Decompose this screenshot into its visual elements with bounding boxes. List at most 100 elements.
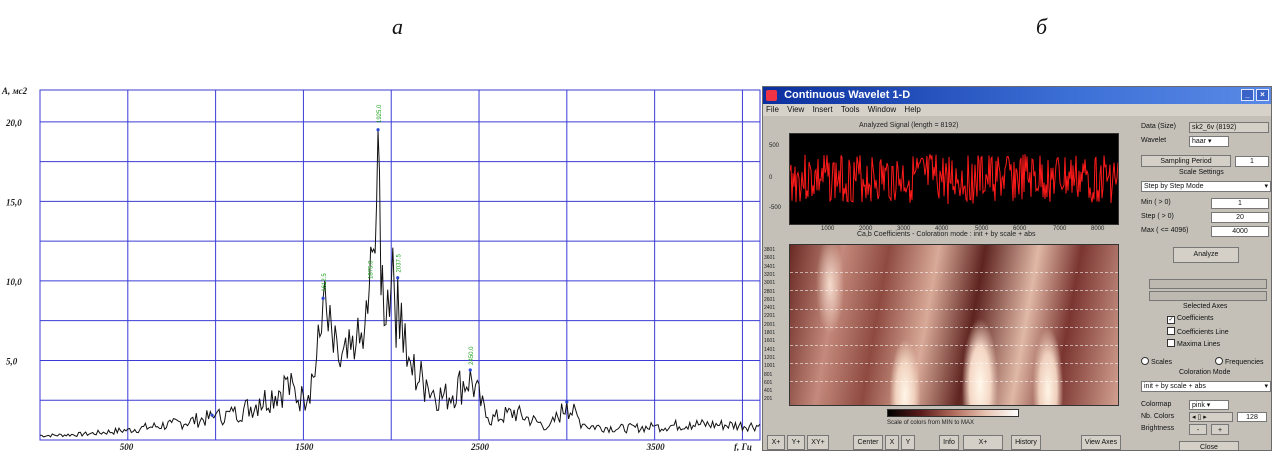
signal-xtick: 3000 xyxy=(897,226,911,232)
caption-b: б xyxy=(1036,14,1048,39)
y-axis-label: A, мс2 xyxy=(1,86,28,96)
close-button[interactable]: Close xyxy=(1179,441,1239,450)
coefficients-ytick: 1601 xyxy=(764,338,776,345)
coefficients-ytick: 1801 xyxy=(764,330,776,336)
minimize-icon[interactable]: _ xyxy=(1241,89,1254,101)
signal-xtick: 5000 xyxy=(975,226,989,232)
brightness-plus-button[interactable]: + xyxy=(1211,424,1229,435)
control-panel: Data (Size) sk2_6v (8192) Wavelet haar ▾… xyxy=(1139,119,1271,450)
center-y-button[interactable]: Y xyxy=(901,435,915,450)
peak-marker xyxy=(565,400,569,404)
zoom-y-button[interactable]: Y+ xyxy=(787,435,805,450)
frequencies-radio[interactable]: Frequencies xyxy=(1215,357,1264,366)
x-tick-label: 2500 xyxy=(470,442,490,451)
signal-title: Analyzed Signal (length = 8192) xyxy=(859,122,959,129)
peak-label: 1875.0 xyxy=(368,260,374,279)
history-button[interactable]: History xyxy=(1011,435,1041,450)
matlab-window: Continuous Wavelet 1-D _ × File View Ins… xyxy=(762,86,1272,451)
signal-ytick: 0 xyxy=(769,175,773,181)
analyze-button[interactable]: Analyze xyxy=(1173,247,1239,263)
brightness-label: Brightness xyxy=(1141,425,1175,432)
spectrum-grid xyxy=(39,89,761,441)
close-icon[interactable]: × xyxy=(1256,89,1269,101)
selected-axes-label: Selected Axes xyxy=(1183,303,1228,310)
peak-label: 1612.5 xyxy=(322,273,328,292)
coloration-mode-select[interactable]: init + by scale + abs ▾ xyxy=(1141,381,1271,392)
signal-xtick: 6000 xyxy=(1013,226,1027,232)
coefficients-dashed-line xyxy=(790,345,1118,346)
data-size-value: sk2_6v (8192) xyxy=(1189,122,1269,133)
menu-tools[interactable]: Tools xyxy=(840,105,860,114)
wavelet-select[interactable]: haar ▾ xyxy=(1189,136,1229,147)
scale-mode-select[interactable]: Step by Step Mode ▾ xyxy=(1141,181,1271,192)
scale-settings-label: Scale Settings xyxy=(1179,169,1224,176)
center-button[interactable]: Center xyxy=(853,435,883,450)
colormap-select[interactable]: pink ▾ xyxy=(1189,400,1229,410)
coefficients-ytick: 3801 xyxy=(764,247,776,253)
coloration-mode-value: init + by scale + abs xyxy=(1144,383,1206,390)
checkbox-icon xyxy=(1167,339,1175,347)
menu-window[interactable]: Window xyxy=(867,105,897,114)
coefficients-line-checkbox[interactable]: Coefficients Line xyxy=(1167,327,1229,336)
menu-insert[interactable]: Insert xyxy=(812,105,833,114)
peak-marker xyxy=(468,368,472,372)
nb-colors-label: Nb. Colors xyxy=(1141,413,1175,420)
coefficients-ytick: 3201 xyxy=(764,271,776,278)
nb-colors-slider[interactable]: ◂ ▯ ▸ xyxy=(1189,412,1233,422)
x-tick-label: 3500 xyxy=(646,442,666,451)
info-x-button[interactable]: X+ xyxy=(963,435,1003,450)
coefficients-checkbox[interactable]: ✓ Coefficients xyxy=(1167,315,1213,324)
maxima-lines-checkbox[interactable]: Maxima Lines xyxy=(1167,339,1220,348)
info-button[interactable]: Info xyxy=(939,435,959,450)
frequencies-radio-label: Frequencies xyxy=(1225,359,1264,366)
brightness-minus-button[interactable]: - xyxy=(1189,424,1207,435)
y-tick-label: 5,0 xyxy=(6,356,18,366)
min-input[interactable]: 1 xyxy=(1211,198,1269,209)
coefficients-ytick: 1001 xyxy=(764,363,776,370)
sampling-period-input[interactable]: 1 xyxy=(1235,156,1269,167)
menu-help[interactable]: Help xyxy=(904,105,921,114)
scales-radio[interactable]: Scales xyxy=(1141,357,1172,366)
spectrum-panel: 20,0 15,0 10,0 5,0 500 1500 2500 3500 A, мс2 f, Г… xyxy=(0,80,762,451)
menu-file[interactable]: File xyxy=(766,105,779,114)
signal-plot[interactable] xyxy=(789,133,1119,225)
coefficients-ytick: 3601 xyxy=(764,255,776,262)
colorbar-caption: Scale of colors from MIN to MAX xyxy=(887,420,975,426)
zoom-xy-button[interactable]: XY+ xyxy=(807,435,829,450)
disabled-button xyxy=(1149,291,1267,301)
menu-view[interactable]: View xyxy=(787,105,805,114)
data-size-label: Data (Size) xyxy=(1141,123,1177,130)
matlab-icon xyxy=(766,90,777,101)
peak-label: 2037.5 xyxy=(397,254,403,273)
coefficients-ytick: 2801 xyxy=(764,288,776,295)
coefficients-dashed-line xyxy=(790,290,1118,291)
y-tick-label: 15,0 xyxy=(6,197,22,207)
disabled-button xyxy=(1149,279,1267,289)
center-x-button[interactable]: X xyxy=(885,435,899,450)
coefficients-ytick: 1201 xyxy=(764,354,776,361)
coefficients-dashed-line xyxy=(790,272,1118,273)
step-label: Step ( > 0) xyxy=(1141,213,1174,220)
coefficients-image[interactable] xyxy=(789,244,1119,406)
max-input[interactable]: 4000 xyxy=(1211,226,1269,237)
view-axes-button[interactable]: View Axes xyxy=(1081,435,1121,450)
signal-trace xyxy=(789,154,1119,205)
peak-label: 1925.0 xyxy=(377,104,383,123)
zoom-x-button[interactable]: X+ xyxy=(767,435,785,450)
coefficients-title: Ca,b Coefficients - Coloration mode : in… xyxy=(857,231,1036,238)
wavelet-select-value: haar xyxy=(1192,138,1207,145)
nb-colors-input[interactable]: 128 xyxy=(1237,412,1267,422)
coefficients-ytick: 401 xyxy=(764,388,773,395)
radio-icon xyxy=(1215,357,1223,365)
colorbar xyxy=(887,409,1019,417)
window-titlebar[interactable]: Continuous Wavelet 1-D _ × xyxy=(763,87,1271,104)
step-input[interactable]: 20 xyxy=(1211,212,1269,223)
plot-frame xyxy=(39,89,761,441)
coefficients-line-label: Coefficients Line xyxy=(1177,329,1229,336)
coefficients-ytick: 2601 xyxy=(764,296,776,303)
coefficients-ytick: 3001 xyxy=(764,280,776,287)
maxima-lines-label: Maxima Lines xyxy=(1177,341,1221,348)
coefficients-ytick: 2201 xyxy=(764,313,776,320)
min-label: Min ( > 0) xyxy=(1141,199,1171,206)
signal-ytick: 500 xyxy=(769,143,780,149)
